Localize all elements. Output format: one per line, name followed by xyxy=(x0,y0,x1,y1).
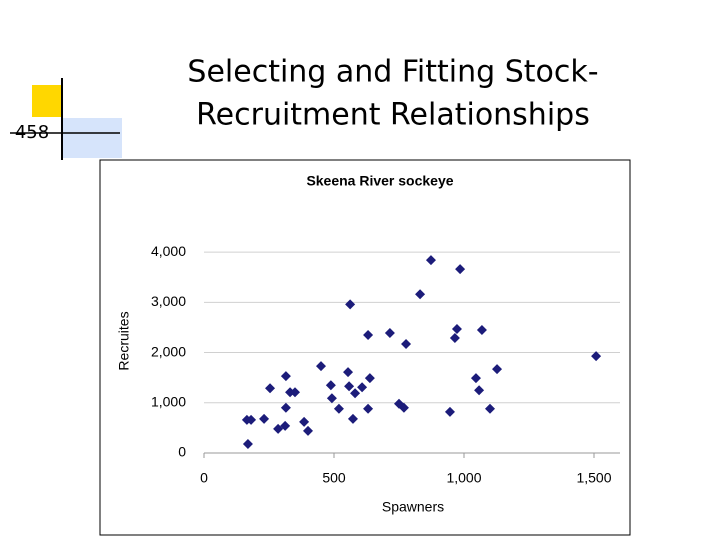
point xyxy=(449,332,460,343)
point xyxy=(350,388,361,399)
point xyxy=(398,402,409,413)
point xyxy=(303,425,313,436)
y-tick-label: 3,000 xyxy=(151,293,186,309)
y-axis-label: Recruites xyxy=(116,311,132,370)
x-tick-label: 0 xyxy=(200,470,208,486)
point xyxy=(347,413,358,424)
y-tick-label: 0 xyxy=(178,444,186,460)
x-tick-label: 1,000 xyxy=(446,470,481,486)
point xyxy=(273,423,284,434)
slide-title: Selecting and Fitting Stock- xyxy=(187,55,598,90)
chart-frame xyxy=(99,159,631,536)
point xyxy=(246,414,257,425)
point xyxy=(474,385,485,396)
point xyxy=(470,373,481,384)
point xyxy=(333,403,344,414)
point xyxy=(344,381,355,392)
point xyxy=(316,361,326,372)
y-tick-label: 2,000 xyxy=(151,343,186,359)
point xyxy=(455,264,466,275)
slide-number: 458 xyxy=(15,122,49,143)
y-tick-label: 1,000 xyxy=(151,393,186,409)
point xyxy=(299,416,310,427)
point xyxy=(363,403,374,414)
point xyxy=(325,380,336,391)
point xyxy=(364,373,375,384)
point xyxy=(280,371,291,382)
point xyxy=(345,299,356,310)
point xyxy=(492,364,503,375)
point xyxy=(425,255,436,266)
slide-title: Recruitment Relationships xyxy=(196,98,590,133)
deco-square xyxy=(32,85,62,117)
point xyxy=(415,289,426,300)
point xyxy=(280,420,291,431)
point xyxy=(363,329,374,340)
point xyxy=(444,406,455,417)
x-tick-label: 500 xyxy=(322,470,346,486)
point xyxy=(451,323,462,334)
point xyxy=(591,351,602,362)
point xyxy=(357,382,368,393)
point xyxy=(290,387,300,398)
point xyxy=(259,413,270,424)
point xyxy=(384,327,395,338)
chart-title: Skeena River sockeye xyxy=(306,173,453,189)
point xyxy=(265,383,276,394)
y-tick-label: 4,000 xyxy=(151,243,186,259)
point xyxy=(326,393,337,404)
x-tick-label: 1,500 xyxy=(576,470,611,486)
point xyxy=(280,402,291,413)
deco-bar xyxy=(62,118,122,158)
point xyxy=(242,438,253,449)
point xyxy=(343,367,354,378)
point xyxy=(401,339,412,350)
point xyxy=(476,324,487,335)
x-axis-label: Spawners xyxy=(382,499,444,515)
point xyxy=(485,403,495,414)
